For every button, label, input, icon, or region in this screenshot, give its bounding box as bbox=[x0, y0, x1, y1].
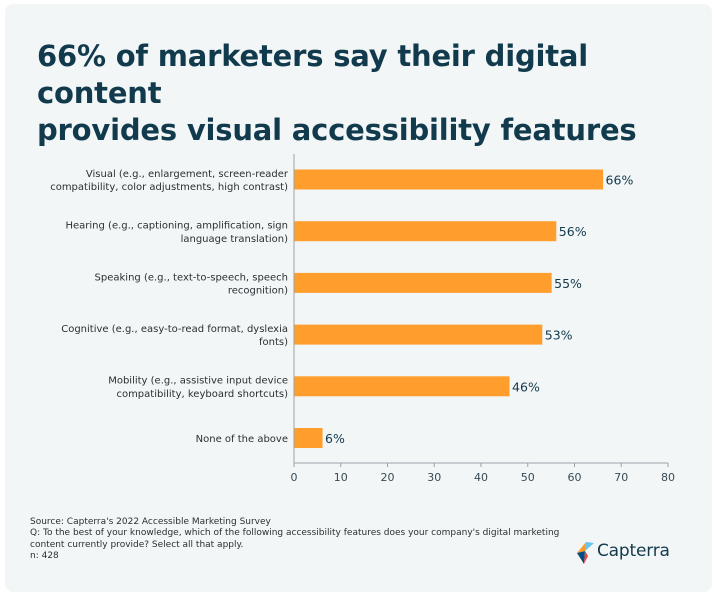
category-label: None of the above bbox=[196, 434, 288, 445]
x-tick-label: 80 bbox=[661, 471, 675, 484]
category-label: Speaking (e.g., text-to-speech, speech re… bbox=[95, 272, 289, 296]
bar bbox=[294, 221, 557, 242]
chart-title: 66% of marketers say their digital conte… bbox=[37, 38, 697, 149]
x-tick-label: 40 bbox=[474, 471, 488, 484]
category-label-line: recognition) bbox=[228, 286, 288, 297]
x-tick-label: 20 bbox=[381, 471, 395, 484]
x-tick-label: 0 bbox=[291, 471, 298, 484]
data-label: 6% bbox=[325, 431, 345, 446]
bar bbox=[294, 272, 552, 293]
bar bbox=[294, 324, 543, 345]
category-label: Hearing (e.g., captioning, amplification… bbox=[65, 221, 288, 245]
data-label: 53% bbox=[545, 328, 573, 343]
category-label: Cognitive (e.g., easy-to-read format, dy… bbox=[61, 324, 288, 348]
survey-question-line-2: content currently provide? Select all th… bbox=[30, 539, 244, 550]
x-tick-label: 70 bbox=[614, 471, 628, 484]
category-label-line: fonts) bbox=[259, 337, 288, 348]
x-tick-label: 30 bbox=[427, 471, 441, 484]
logo-wordmark: Capterra bbox=[597, 541, 670, 561]
category-label: Visual (e.g., enlargement, screen-reader… bbox=[50, 169, 289, 193]
x-tick-label: 60 bbox=[568, 471, 582, 484]
category-label-line: language translation) bbox=[181, 234, 289, 245]
data-label: 66% bbox=[606, 173, 634, 188]
category-label-line: Visual (e.g., enlargement, screen-reader bbox=[86, 169, 289, 180]
bar bbox=[294, 428, 323, 448]
bar bbox=[294, 169, 604, 190]
category-label-line: Cognitive (e.g., easy-to-read format, dy… bbox=[61, 324, 288, 335]
capterra-arrow-icon bbox=[577, 542, 594, 564]
chart-card bbox=[5, 4, 712, 592]
bar-chart: 0 10 20 30 40 50 60 70 80 Visual (e.g., enlargeme… bbox=[50, 154, 675, 484]
category-label-line: compatibility, keyboard shortcuts) bbox=[116, 389, 288, 400]
survey-question-line-1: Q: To the best of your knowledge, which … bbox=[30, 528, 560, 539]
category-label-line: Hearing (e.g., captioning, amplification… bbox=[65, 221, 288, 232]
x-tick-label: 10 bbox=[334, 471, 348, 484]
category-label: Mobility (e.g., assistive input device co… bbox=[108, 376, 288, 400]
sample-size: n: 428 bbox=[30, 551, 59, 562]
category-label-line: Mobility (e.g., assistive input device bbox=[108, 376, 288, 387]
chart-footer: Source: Capterra's 2022 Accessible Marke… bbox=[30, 517, 570, 563]
chart-title-line-1: 66% of marketers say their digital conte… bbox=[37, 39, 589, 110]
x-tick-label: 50 bbox=[521, 471, 535, 484]
capterra-logo: Capterra bbox=[576, 540, 670, 566]
category-label-line: compatibility, color adjustments, high c… bbox=[50, 182, 288, 193]
data-label: 56% bbox=[559, 224, 587, 239]
bar bbox=[294, 376, 510, 397]
source-note: Source: Capterra's 2022 Accessible Marke… bbox=[30, 517, 271, 527]
data-label: 46% bbox=[512, 379, 540, 394]
chart-title-line-2: provides visual accessibility features bbox=[37, 113, 637, 147]
category-label-line: Speaking (e.g., text-to-speech, speech bbox=[95, 272, 288, 283]
category-label-line: None of the above bbox=[196, 434, 288, 445]
data-label: 55% bbox=[554, 276, 582, 291]
